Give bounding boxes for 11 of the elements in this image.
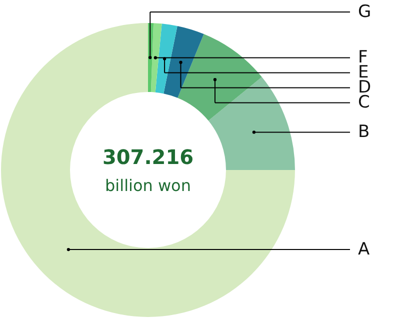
donut-slice bbox=[164, 26, 204, 98]
donut-slice bbox=[1, 23, 295, 317]
text: 307.216 bbox=[102, 145, 194, 169]
slice-label: G bbox=[358, 2, 372, 22]
text: billion won bbox=[105, 176, 191, 195]
donut-slice bbox=[155, 24, 178, 94]
donut-slice bbox=[178, 34, 262, 121]
donut-slice bbox=[208, 77, 295, 170]
slice-label: A bbox=[358, 240, 370, 260]
slice-label: B bbox=[358, 122, 370, 142]
donut-slice bbox=[150, 23, 162, 92]
